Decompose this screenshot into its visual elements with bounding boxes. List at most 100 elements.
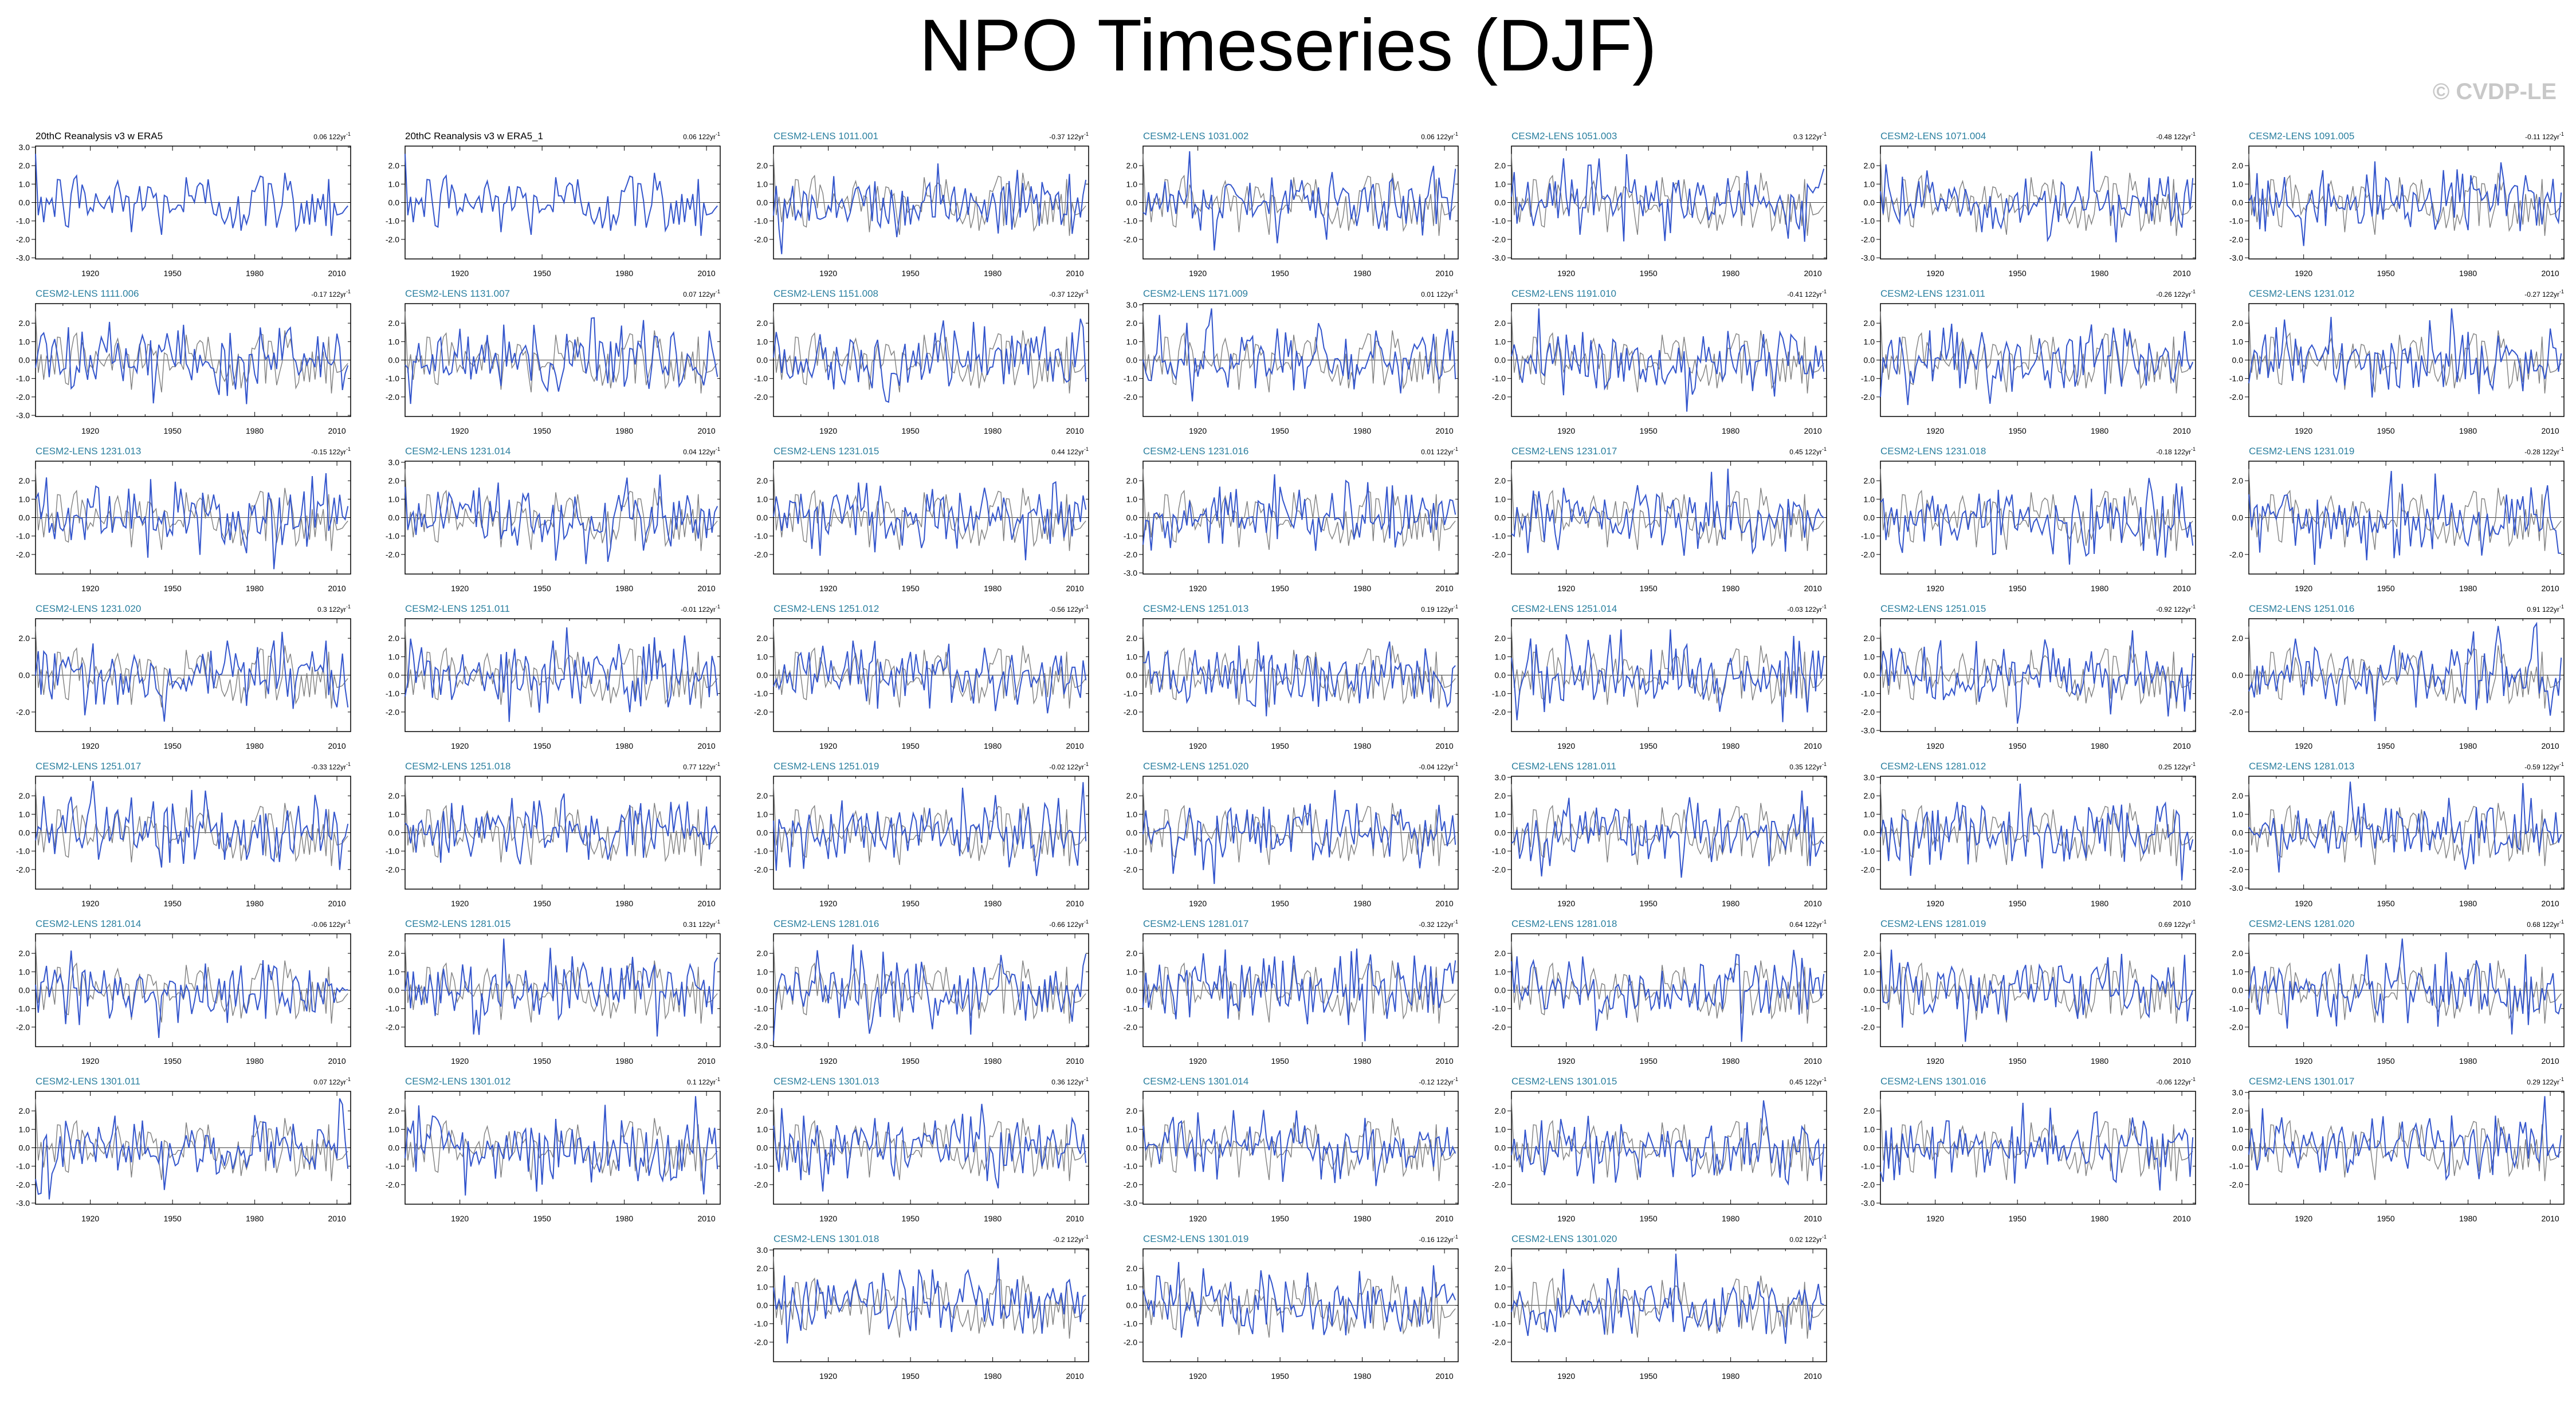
x-tick-label: 1980 xyxy=(1353,584,1371,593)
x-tick-label: 1950 xyxy=(2009,584,2027,593)
y-tick-label: 1.0 xyxy=(1126,179,1138,188)
y-tick-label: -3.0 xyxy=(16,253,30,262)
trend-exponent: -1 xyxy=(346,919,351,925)
y-tick-label: -1.0 xyxy=(1492,532,1506,541)
panel-title: CESM2-LENS 1251.017 xyxy=(36,761,141,772)
y-tick-label: -1.0 xyxy=(1492,1162,1506,1171)
y-tick-label: 1.0 xyxy=(1495,1282,1506,1291)
y-tick-label: 2.0 xyxy=(1864,791,1875,800)
panel-title: CESM2-LENS 1251.014 xyxy=(1511,603,1617,614)
x-tick-label: 1980 xyxy=(1722,1371,1739,1381)
x-tick-label: 2010 xyxy=(328,584,346,593)
x-tick-label: 1920 xyxy=(2295,584,2312,593)
trend-exponent: -1 xyxy=(2559,604,2564,610)
panel-24: CESM2-LENS 1251.012 -0.56 122yr-1 2.0 1.0 0.… xyxy=(754,603,1089,750)
trend-label: -0.16 122yr-1 xyxy=(1419,1234,1458,1244)
panel-title: CESM2-LENS 1281.015 xyxy=(405,918,511,929)
x-tick-label: 2010 xyxy=(1436,1214,1454,1223)
trend-exponent: -1 xyxy=(716,131,720,137)
x-tick-label: 2010 xyxy=(698,741,716,750)
x-tick-label: 2010 xyxy=(698,1214,716,1223)
panel-title: CESM2-LENS 1071.004 xyxy=(1880,131,1986,142)
x-tick-label: 1950 xyxy=(164,426,182,435)
y-tick-label: 3.0 xyxy=(1495,773,1506,782)
y-tick-label: 1.0 xyxy=(1126,652,1138,661)
x-tick-label: 1950 xyxy=(1640,1056,1658,1066)
y-tick-label: 1.0 xyxy=(757,494,768,504)
y-tick-label: 3.0 xyxy=(1126,300,1138,309)
y-tick-label: -1.0 xyxy=(2229,1004,2243,1013)
y-tick-label: 0.0 xyxy=(757,828,768,838)
x-tick-label: 1920 xyxy=(1557,1214,1575,1223)
trend-exponent: -1 xyxy=(716,289,720,294)
y-tick-label: 3.0 xyxy=(1864,773,1875,782)
y-tick-label: 2.0 xyxy=(388,949,400,958)
y-tick-label: 0.0 xyxy=(19,671,30,680)
trend-label: 0.07 122yr-1 xyxy=(683,289,720,298)
panel-9: CESM2-LENS 1131.007 0.07 122yr-1 2.0 1.0 0.0… xyxy=(386,288,721,435)
trend-exponent: -1 xyxy=(1454,1076,1458,1082)
x-tick-label: 1980 xyxy=(246,741,264,750)
obs-series-line xyxy=(1511,784,1824,866)
x-tick-label: 2010 xyxy=(698,269,716,278)
y-tick-label: -1.0 xyxy=(1124,689,1137,698)
x-tick-label: 1920 xyxy=(1557,741,1575,750)
y-tick-label: 2.0 xyxy=(757,319,768,328)
model-series-line xyxy=(2248,161,2562,246)
x-tick-label: 2010 xyxy=(1066,899,1084,908)
x-tick-label: 1950 xyxy=(1271,1214,1289,1223)
trend-label: -0.06 122yr-1 xyxy=(2156,1076,2196,1086)
trend-exponent: -1 xyxy=(1084,289,1089,294)
x-tick-label: 1920 xyxy=(1926,1056,1944,1066)
trend-exponent: -1 xyxy=(1822,446,1827,452)
y-tick-label: -1.0 xyxy=(386,374,399,383)
y-tick-label: -2.0 xyxy=(2229,865,2243,874)
trend-exponent: -1 xyxy=(2559,761,2564,767)
y-tick-label: -1.0 xyxy=(2229,217,2243,226)
y-tick-label: 0.0 xyxy=(1126,1143,1138,1153)
obs-series-line xyxy=(773,941,1086,1024)
y-tick-label: 0.0 xyxy=(19,1143,30,1153)
panel-3: CESM2-LENS 1011.001 -0.37 122yr-1 2.0 1.0 0.… xyxy=(754,131,1089,278)
model-series-line xyxy=(773,319,1087,403)
obs-series-line xyxy=(773,784,1086,866)
y-tick-label: -2.0 xyxy=(1492,708,1506,717)
trend-label: -0.11 122yr-1 xyxy=(2525,131,2564,141)
trend-label: 0.3 122yr-1 xyxy=(1793,131,1827,141)
trend-exponent: -1 xyxy=(1084,1076,1089,1082)
panel-title: CESM2-LENS 1131.007 xyxy=(405,288,510,299)
panel-18: CESM2-LENS 1231.016 0.01 122yr-1 2.0 1.0 0.0… xyxy=(1124,446,1459,593)
y-tick-label: -2.0 xyxy=(754,1180,768,1189)
trend-label: 0.01 122yr-1 xyxy=(1421,446,1458,456)
x-tick-label: 1920 xyxy=(1557,584,1575,593)
y-tick-label: 1.0 xyxy=(1864,494,1875,504)
y-tick-label: 0.0 xyxy=(1495,828,1506,838)
y-tick-label: -2.0 xyxy=(16,392,30,402)
trend-label: 0.64 122yr-1 xyxy=(1789,919,1827,929)
y-tick-label: 2.0 xyxy=(1126,791,1138,800)
y-tick-label: 1.0 xyxy=(757,967,768,976)
x-tick-label: 1920 xyxy=(819,1214,837,1223)
model-series-line xyxy=(1511,949,1825,1042)
x-tick-label: 1980 xyxy=(2091,741,2108,750)
y-tick-label: 0.0 xyxy=(388,1143,400,1153)
panel-50: CESM2-LENS 1301.018 -0.2 122yr-1 3.0 2.0 1.0… xyxy=(754,1233,1089,1381)
y-tick-label: 2.0 xyxy=(1495,1106,1506,1115)
obs-series-line xyxy=(1142,1256,1456,1339)
y-tick-label: -1.0 xyxy=(1124,1004,1137,1013)
y-tick-label: 0.0 xyxy=(1495,198,1506,207)
y-tick-label: 2.0 xyxy=(757,1264,768,1273)
trend-label: 0.25 122yr-1 xyxy=(2158,761,2196,771)
y-tick-label: 0.0 xyxy=(1495,1301,1506,1310)
panel-22: CESM2-LENS 1231.020 0.3 122yr-1 2.0 0.0 -2.0… xyxy=(16,603,351,750)
y-tick-label: -1.0 xyxy=(16,847,30,856)
trend-label: -0.2 122yr-1 xyxy=(1053,1234,1089,1244)
model-series-line xyxy=(1880,478,2194,565)
x-tick-label: 2010 xyxy=(2542,584,2559,593)
obs-series-line xyxy=(773,311,1086,394)
x-tick-label: 1980 xyxy=(2459,741,2477,750)
x-tick-label: 1920 xyxy=(1926,269,1944,278)
x-tick-label: 2010 xyxy=(1804,1056,1822,1066)
x-tick-label: 1950 xyxy=(1271,899,1289,908)
y-tick-label: 0.0 xyxy=(1495,671,1506,680)
